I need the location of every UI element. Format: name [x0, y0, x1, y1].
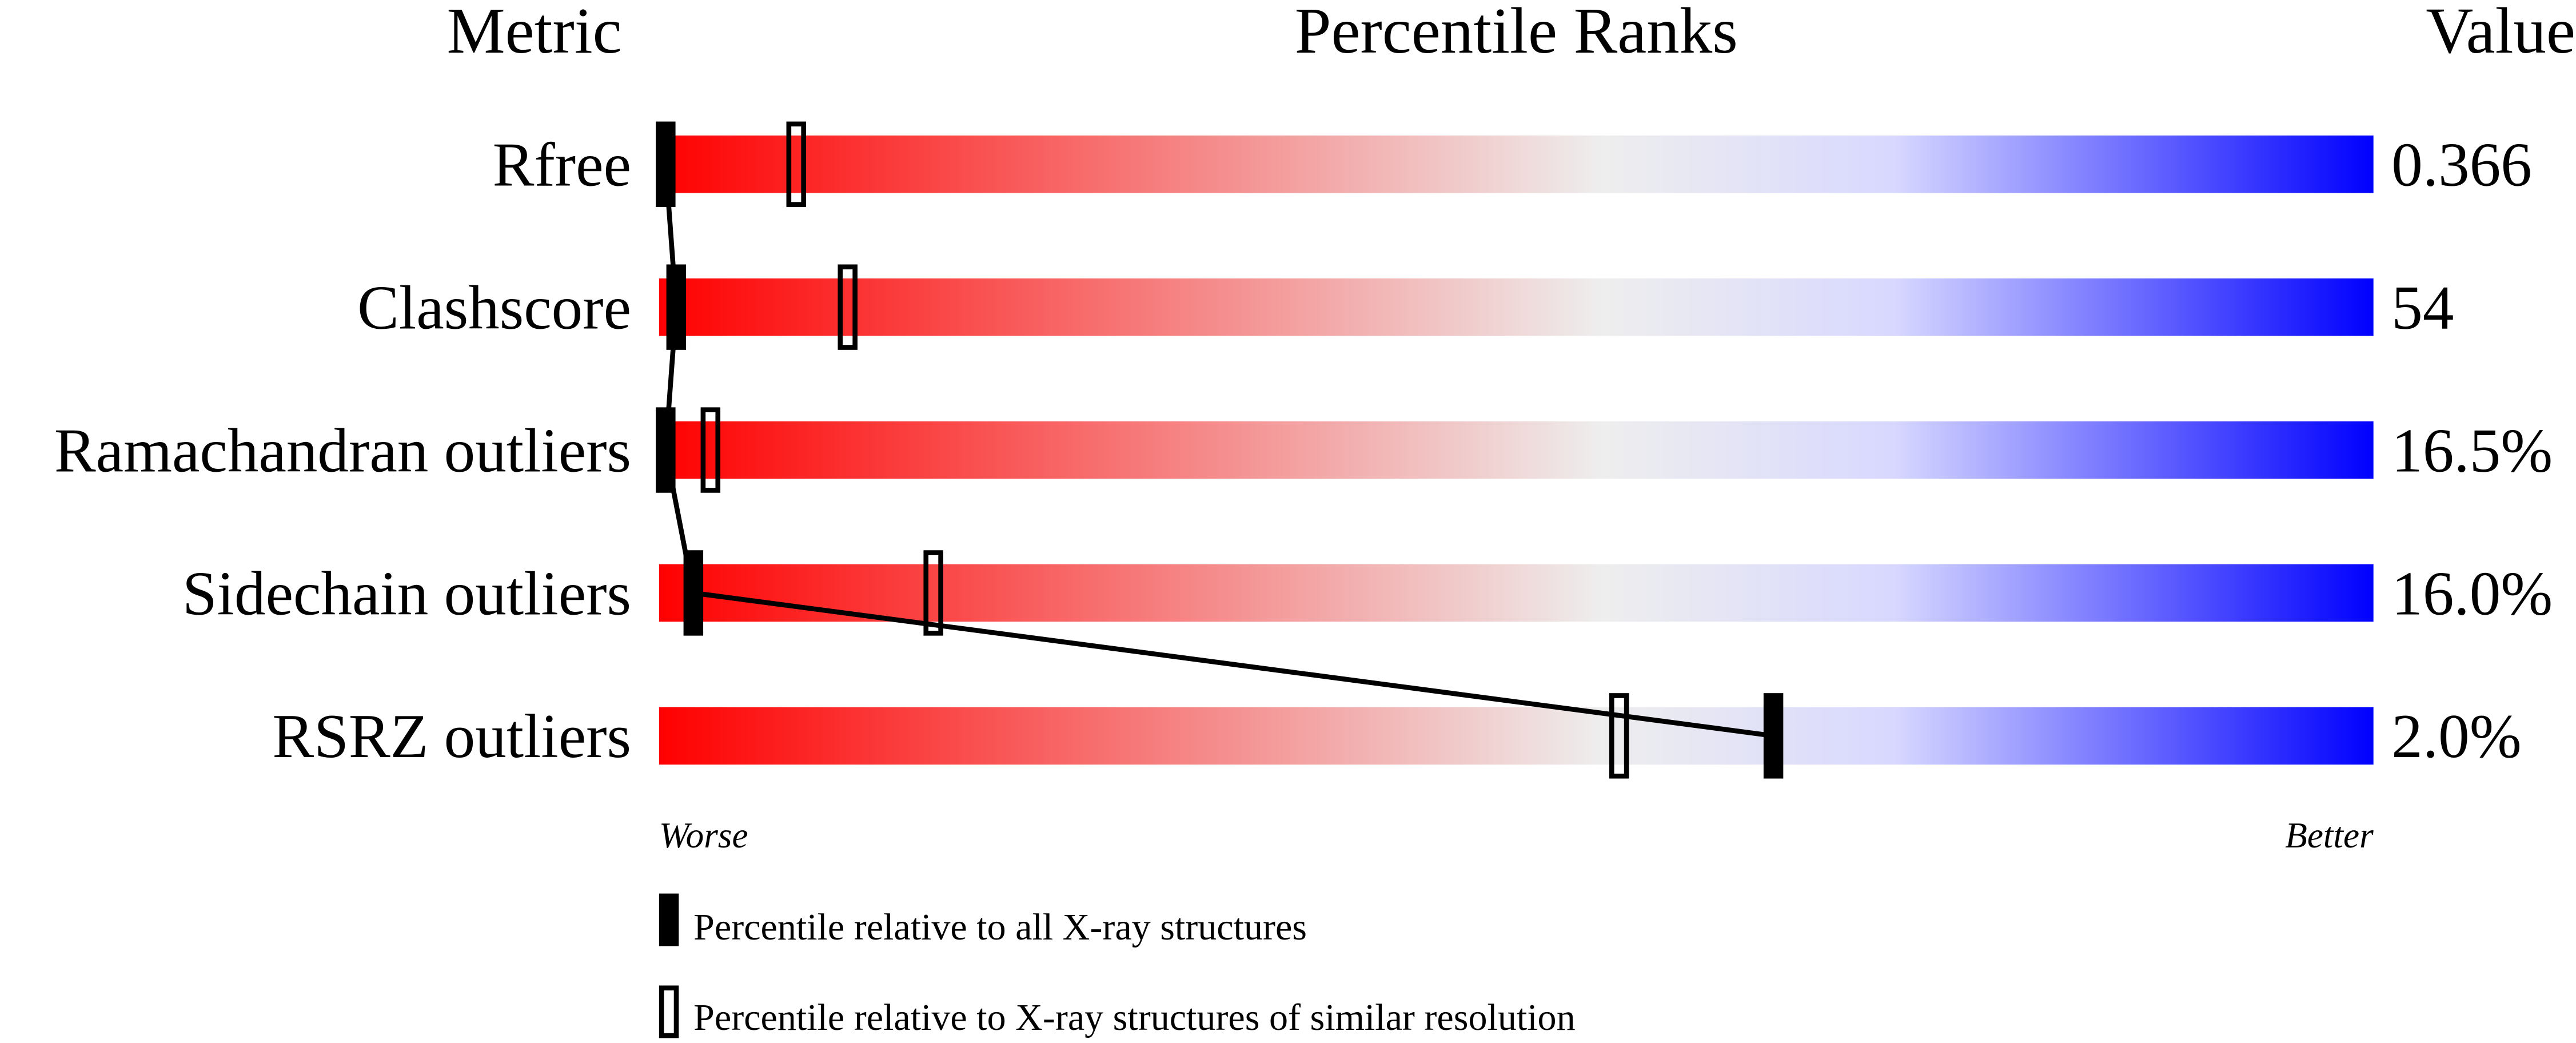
header-metric: Metric: [446, 0, 621, 67]
metric-label: Clashscore: [357, 273, 631, 342]
metric-value: 0.366: [2391, 130, 2532, 200]
metric-value: 54: [2391, 273, 2454, 342]
legend-filled-marker-icon: [659, 893, 679, 946]
metric-label: Ramachandran outliers: [54, 416, 631, 485]
metric-label: Rfree: [493, 130, 631, 200]
similar-resolution-percentile-marker: [838, 264, 858, 350]
all-structures-percentile-marker: [666, 264, 687, 350]
metric-label: RSRZ outliers: [272, 702, 631, 771]
header-percentile-ranks: Percentile Ranks: [1295, 0, 1738, 67]
percentile-bar: [659, 707, 2374, 765]
better-label: Better: [2285, 815, 2374, 855]
legend-all-label: Percentile relative to all X-ray structu…: [693, 906, 1307, 948]
percentile-bar: [659, 278, 2374, 336]
similar-resolution-percentile-marker: [700, 407, 721, 493]
similar-resolution-percentile-marker: [786, 121, 806, 207]
metric-label: Sidechain outliers: [182, 559, 631, 628]
similar-resolution-percentile-marker: [1609, 693, 1629, 779]
all-structures-percentile-marker: [656, 121, 676, 207]
worse-label: Worse: [659, 815, 748, 855]
percentile-bar: [659, 564, 2374, 622]
metric-value: 2.0%: [2391, 702, 2521, 771]
all-structures-percentile-marker: [656, 407, 676, 493]
metric-value: 16.5%: [2391, 416, 2553, 485]
header-value: Value: [2426, 0, 2575, 67]
all-structures-percentile-marker: [683, 550, 704, 636]
legend-open-marker-icon: [659, 985, 679, 1038]
all-structures-percentile-marker: [1763, 693, 1784, 779]
percentile-bar: [659, 421, 2374, 479]
percentile-bar: [659, 135, 2374, 193]
legend-similar-label: Percentile relative to X-ray structures …: [693, 997, 1575, 1038]
metric-value: 16.0%: [2391, 559, 2553, 628]
similar-resolution-percentile-marker: [923, 550, 943, 636]
